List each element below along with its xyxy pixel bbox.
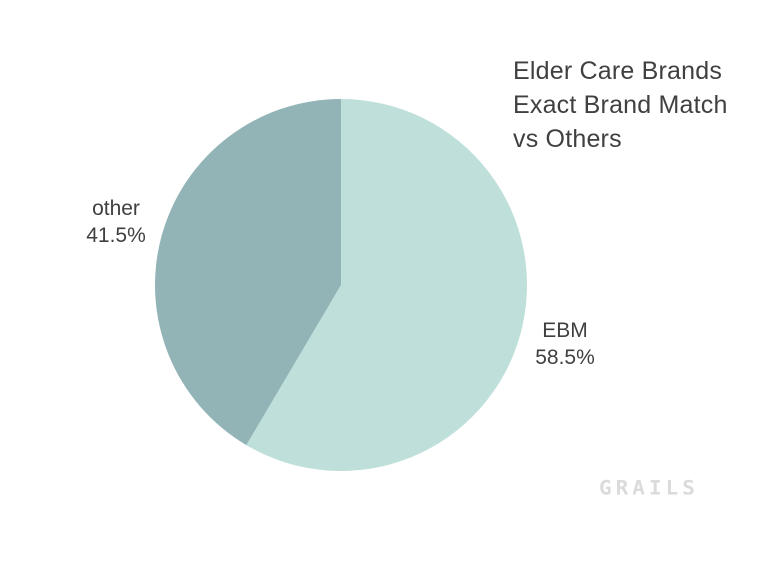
pie-slice-EBM [246, 99, 527, 472]
chart-title-line-3: vs Others [513, 125, 622, 153]
slice-label-other-percent: 41.5% [86, 224, 146, 247]
slice-label-other: other 41.5% [50, 195, 182, 249]
slice-label-ebm-name: EBM [542, 319, 588, 342]
slice-label-ebm-percent: 58.5% [535, 346, 595, 369]
chart-title: Elder Care Brands Exact Brand Match vs O… [513, 54, 728, 156]
chart-title-line-1: Elder Care Brands [513, 57, 723, 85]
chart-title-line-2: Exact Brand Match [513, 91, 728, 119]
grails-logo: GRAILS [599, 476, 699, 500]
slice-label-other-name: other [92, 197, 140, 220]
slice-label-ebm: EBM 58.5% [505, 317, 625, 371]
pie-slice-other [154, 99, 341, 446]
